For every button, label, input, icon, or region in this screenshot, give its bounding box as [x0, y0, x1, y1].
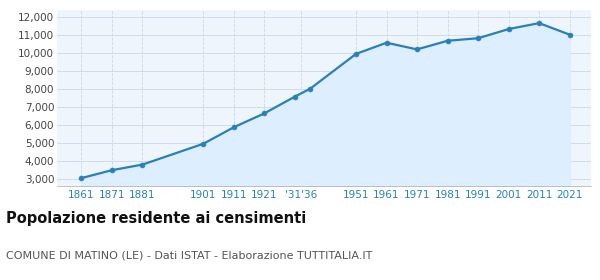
Text: Popolazione residente ai censimenti: Popolazione residente ai censimenti: [6, 211, 306, 227]
Text: COMUNE DI MATINO (LE) - Dati ISTAT - Elaborazione TUTTITALIA.IT: COMUNE DI MATINO (LE) - Dati ISTAT - Ela…: [6, 251, 373, 261]
